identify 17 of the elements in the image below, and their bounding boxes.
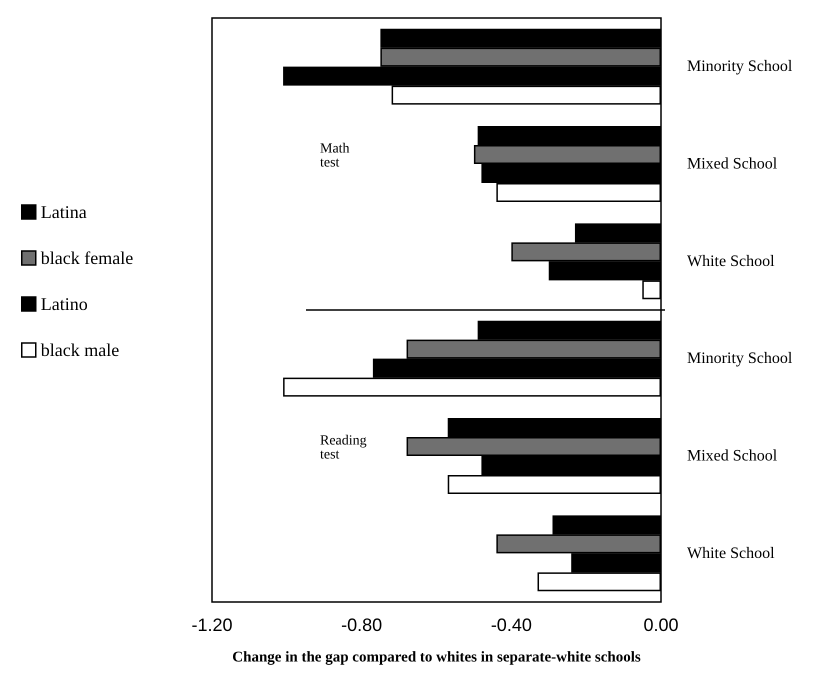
legend-label: Latina: [40, 202, 87, 222]
x-tick-label: -0.40: [490, 615, 532, 635]
x-tick-label: 0.00: [643, 615, 679, 635]
y-tick-label: Mixed School: [687, 156, 778, 172]
y-tick-label: Minority School: [687, 350, 793, 368]
annotation: Math test: [320, 142, 350, 170]
legend-label: black male: [40, 340, 120, 360]
y-tick-label: Minority School: [687, 58, 793, 76]
legend-label: Latino: [40, 294, 88, 314]
x-tick-label: -0.80: [341, 615, 382, 635]
y-tick-label: Mixed School: [687, 448, 778, 464]
y-tick-label: White School: [687, 544, 776, 562]
x-axis-title: Change in the gap compared to whites in separate-white schools: [232, 650, 641, 666]
annotation: Reading test: [320, 434, 367, 462]
x-tick-label: -1.20: [191, 615, 233, 635]
y-tick-label: White School: [687, 252, 776, 270]
legend-label: black female: [40, 248, 134, 268]
